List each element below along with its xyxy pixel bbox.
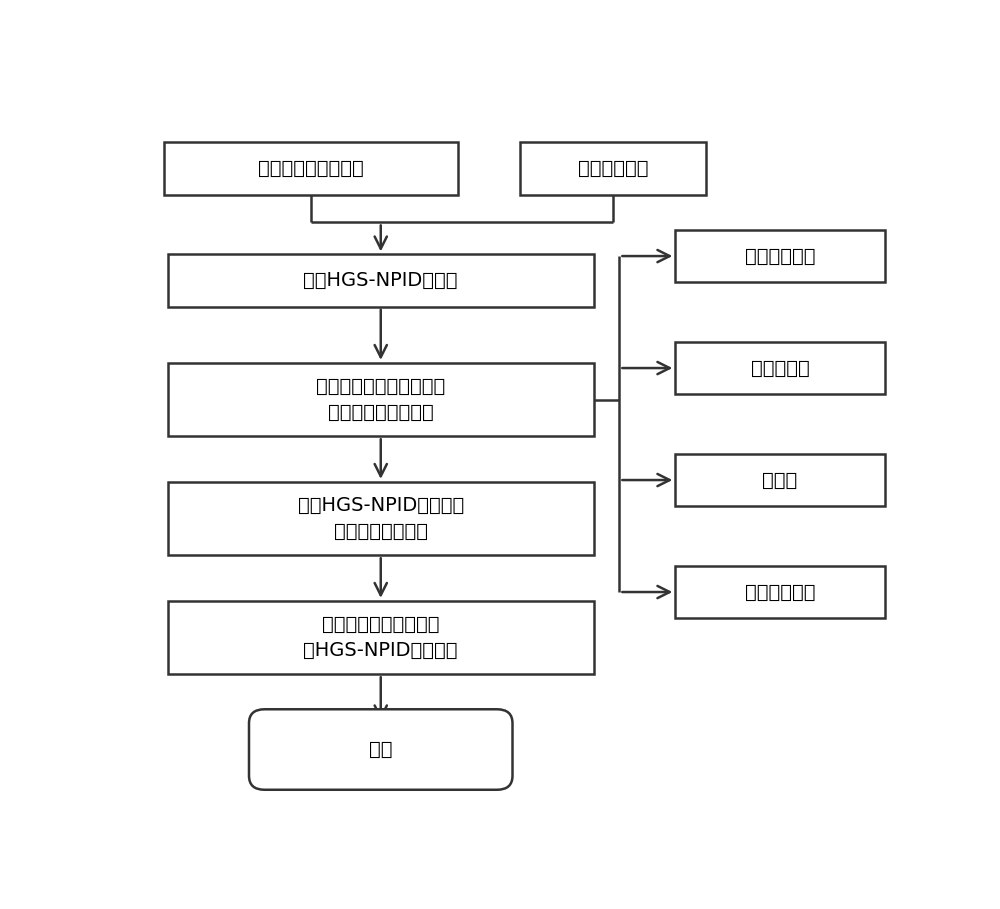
Text: 专家控制经验: 专家控制经验 [578, 159, 648, 178]
FancyBboxPatch shape [675, 230, 885, 283]
Text: 建立HGS-NPID控制器: 建立HGS-NPID控制器 [304, 271, 458, 290]
Text: 多目标智能优化算法优
化HGS-NPID控制参数: 多目标智能优化算法优 化HGS-NPID控制参数 [304, 614, 458, 660]
Text: 有压过水系统: 有压过水系统 [745, 246, 815, 265]
FancyBboxPatch shape [520, 143, 706, 195]
FancyBboxPatch shape [164, 143, 458, 195]
Text: 发电机及负载: 发电机及负载 [745, 583, 815, 602]
Text: 调速器: 调速器 [762, 471, 798, 490]
Text: 建立非线性抽水蓄能机组
调速系统精细化模型: 建立非线性抽水蓄能机组 调速系统精细化模型 [316, 377, 445, 423]
FancyBboxPatch shape [675, 342, 885, 395]
FancyBboxPatch shape [168, 482, 594, 555]
FancyBboxPatch shape [249, 709, 512, 790]
FancyBboxPatch shape [675, 454, 885, 506]
FancyBboxPatch shape [168, 255, 594, 307]
Text: 完成: 完成 [369, 740, 392, 759]
Text: 建立HGS-NPID控制参数
优化的多目标函数: 建立HGS-NPID控制参数 优化的多目标函数 [298, 495, 464, 541]
FancyBboxPatch shape [168, 363, 594, 436]
Text: 水泵水轮机: 水泵水轮机 [750, 358, 809, 377]
FancyBboxPatch shape [675, 565, 885, 618]
Text: 场强作用力平衡原理: 场强作用力平衡原理 [258, 159, 364, 178]
FancyBboxPatch shape [168, 601, 594, 674]
